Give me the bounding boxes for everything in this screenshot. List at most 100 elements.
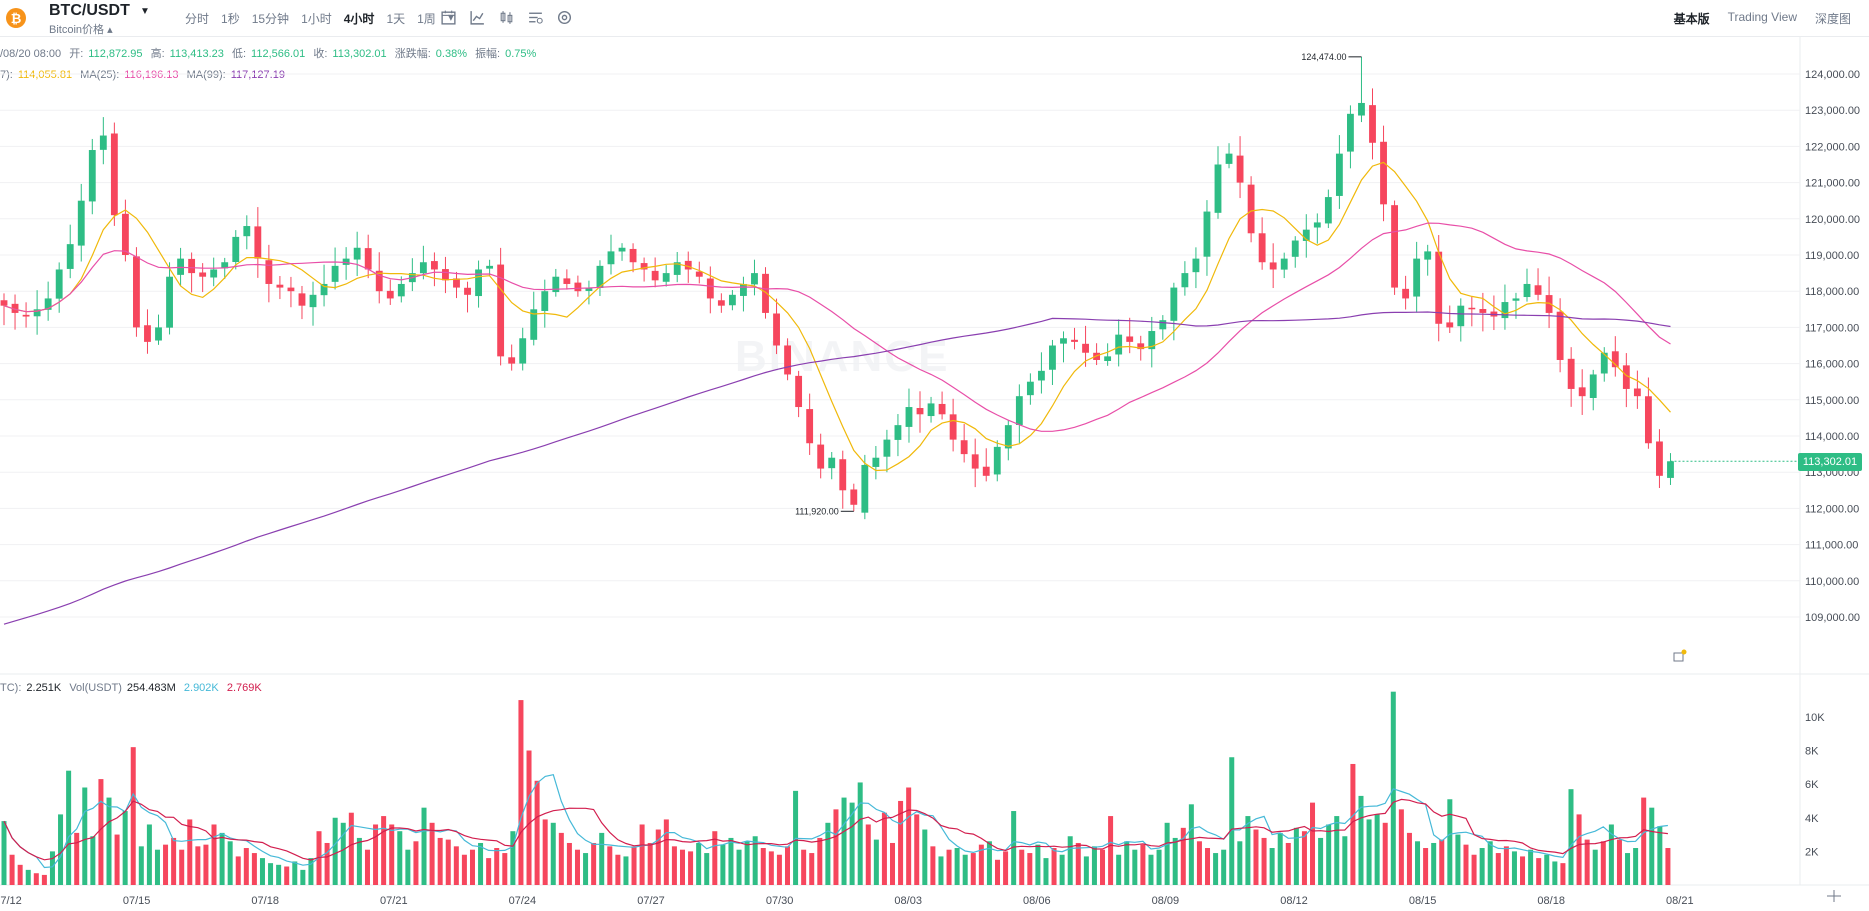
candle-body [751, 273, 758, 285]
volume-bar [1592, 849, 1598, 885]
volume-bar [1205, 848, 1211, 885]
high-label: 高: [150, 48, 165, 60]
line-chart-icon[interactable] [469, 9, 486, 26]
view-basic[interactable]: 基本版 [1673, 12, 1710, 26]
interval-tab-1d[interactable]: 1天 [386, 12, 406, 26]
candle-body [210, 269, 218, 278]
candle-body [1611, 351, 1619, 368]
candle-body [530, 309, 538, 340]
notification-icon[interactable] [1673, 649, 1687, 663]
volume-bar [1108, 816, 1114, 885]
volume-bar [1487, 841, 1493, 885]
price-tick-label: 124,000.00 [1805, 69, 1860, 81]
volume-bar [1625, 853, 1631, 885]
volume-bar [1439, 839, 1445, 885]
ma99-value: 117,127.19 [230, 69, 285, 81]
candle-body [1512, 298, 1520, 301]
view-depth[interactable]: 深度图 [1814, 12, 1851, 26]
candle-body [320, 283, 328, 296]
volume-bar [663, 819, 669, 885]
ma99-label: MA(99): [186, 69, 226, 81]
volume-bar [615, 854, 621, 885]
settings-icon[interactable] [556, 9, 573, 26]
candle-body [254, 226, 262, 259]
volume-bar [74, 832, 80, 885]
volume-tick-label: 6K [1805, 779, 1819, 791]
candle-body [1556, 311, 1564, 360]
interval-tab-1s[interactable]: 1秒 [221, 12, 240, 26]
calendar-icon[interactable] [440, 9, 457, 26]
volume-bar [397, 831, 403, 885]
low-value: 112,566.01 [251, 48, 306, 60]
interval-tab-1h[interactable]: 1小时 [301, 12, 332, 26]
candle-body [453, 278, 460, 288]
volume-bar [17, 864, 23, 885]
candle-body [243, 226, 251, 237]
volume-bar [1455, 834, 1461, 885]
pair-selector[interactable]: BTC/USDT [49, 2, 130, 19]
volume-bar [1398, 809, 1404, 885]
volume-bar [1350, 763, 1356, 885]
interval-more-icon[interactable]: ▾ [447, 10, 454, 24]
candle-body [1004, 425, 1012, 449]
volume-bar [33, 873, 39, 885]
candle-body [640, 263, 648, 270]
volume-bar [211, 824, 217, 885]
coin-subtitle[interactable]: Bitcoin价格 ▴ [49, 21, 113, 37]
price-tick-label: 117,000.00 [1805, 322, 1859, 334]
candle-body [1082, 343, 1089, 353]
candle-body [1523, 283, 1531, 298]
candle-body [1335, 153, 1343, 196]
candle-body [1159, 320, 1167, 330]
volume-bar [203, 844, 209, 885]
volume-bar [889, 842, 896, 885]
volume-bar [688, 851, 694, 885]
top-toolbar: ₿ BTC/USDT ▼ Bitcoin价格 ▴ 分时 1秒 15分钟 1小时 … [0, 0, 1869, 37]
volume-bar [1382, 822, 1388, 885]
volume-bar [1318, 837, 1324, 885]
volume-bar [348, 812, 354, 885]
volume-bar [970, 853, 976, 885]
volume-bar [833, 809, 839, 885]
candle-body [1037, 370, 1045, 381]
volume-bar [550, 822, 556, 885]
volume-bar [284, 866, 290, 885]
interval-tab-timeline[interactable]: 分时 [185, 12, 210, 26]
change-label: 涨跌幅: [394, 48, 431, 60]
candle-body [265, 260, 273, 284]
volume-tick-label: 8K [1805, 746, 1819, 758]
chevron-down-icon[interactable]: ▼ [140, 6, 150, 17]
volume-bar [114, 834, 120, 885]
candle-body [1402, 288, 1410, 299]
volume-bar [776, 854, 782, 885]
interval-tab-15m[interactable]: 15分钟 [251, 12, 290, 26]
candle-body [828, 457, 836, 469]
candle-body [949, 414, 957, 440]
interval-tab-1w[interactable]: 1周 [417, 12, 436, 26]
candle-body [133, 256, 140, 328]
volume-bar [179, 849, 185, 885]
volume-bar [534, 780, 540, 885]
candle-body [497, 264, 505, 357]
candle-body [276, 284, 284, 288]
candle-body [717, 300, 725, 306]
candle-body [430, 261, 438, 270]
price-tick-label: 115,000.00 [1805, 395, 1859, 407]
volume-bar [1431, 842, 1437, 885]
candle-body [1358, 102, 1365, 116]
low-marker-label: 111,920.00 [795, 506, 839, 516]
candle-body [1567, 358, 1575, 389]
candle-body [695, 271, 703, 277]
candle-body [563, 278, 571, 284]
candle-body [309, 294, 317, 308]
interval-tab-4h[interactable]: 4小时 [343, 12, 375, 26]
view-tradingview[interactable]: Trading View [1727, 10, 1797, 24]
volume-bar [171, 837, 177, 885]
candlestick-icon[interactable] [498, 9, 515, 26]
volume-bar [308, 858, 314, 885]
candle-body [795, 375, 803, 408]
volume-bar [1277, 832, 1283, 885]
indicator-icon[interactable] [527, 9, 544, 26]
candle-body [1534, 285, 1542, 295]
